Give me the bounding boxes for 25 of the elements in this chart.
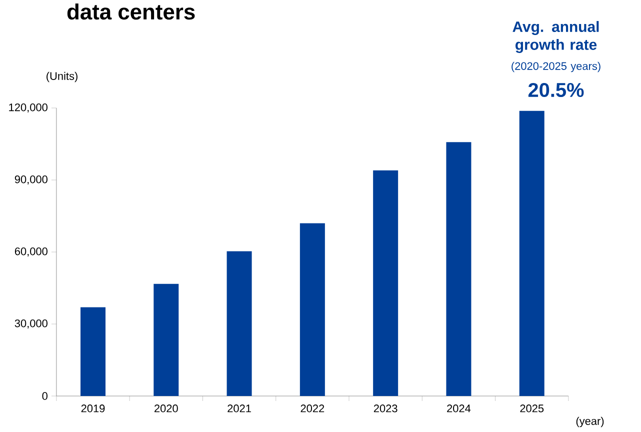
chart-title: data centers: [67, 4, 195, 20]
y-axis-title: (Units): [46, 72, 78, 82]
x-tick-label: 2020: [154, 404, 178, 412]
bar: [446, 142, 472, 396]
x-axis-title: (year): [576, 416, 604, 428]
x-tick-label: 2023: [374, 404, 398, 412]
x-tick-label: 2025: [520, 404, 544, 412]
bar: [519, 110, 544, 396]
text: Avg. annual growth rate: [512, 21, 599, 53]
y-tick-label: 60,000: [14, 247, 48, 257]
bar: [154, 284, 179, 396]
x-tick-label: 2021: [228, 404, 251, 412]
x-tick-label: 2019: [81, 404, 105, 412]
y-tick-label: 0: [42, 392, 48, 400]
bar: [373, 170, 398, 396]
x-tick-label: 2024: [447, 404, 471, 412]
x-tick-label: 2022: [300, 404, 324, 412]
bar: [300, 223, 325, 396]
y-tick-label: 90,000: [14, 175, 48, 185]
y-tick-label: 30,000: [14, 319, 48, 329]
y-tick-label: 120,000: [9, 103, 48, 113]
text: 20.5%: [528, 82, 584, 98]
bar: [226, 251, 252, 396]
text: (2020-2025 years): [512, 62, 600, 72]
bar: [80, 307, 106, 396]
